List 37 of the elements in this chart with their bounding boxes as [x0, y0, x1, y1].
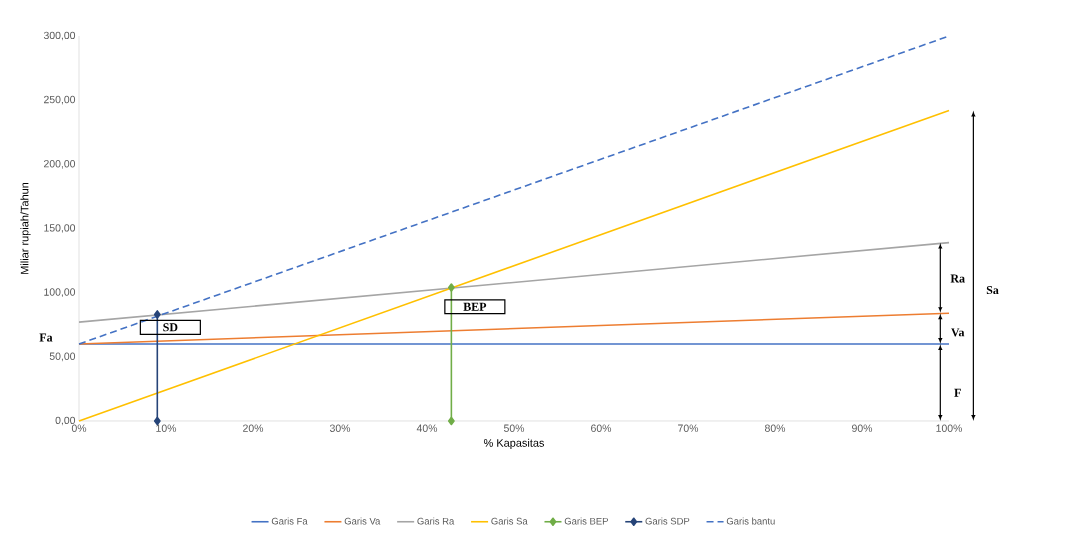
x-tick-label: 50% — [503, 424, 525, 432]
point — [153, 310, 161, 319]
x-tick-label: 60% — [591, 424, 612, 432]
x-tick-label: 70% — [678, 424, 699, 432]
y-tick-label: 50,00 — [49, 352, 76, 362]
x-tick-label: 10% — [156, 424, 177, 432]
text: F — [954, 388, 961, 397]
text: Va — [951, 328, 965, 337]
x-tick-label: 80% — [765, 424, 786, 432]
y-tick-label: 150,00 — [44, 224, 76, 233]
legend-label: Garis SDP — [645, 517, 690, 525]
x-tick-label: 40% — [416, 424, 438, 432]
point — [447, 416, 455, 426]
legend-label: Garis Ra — [417, 517, 455, 525]
legend-label: Garis Sa — [491, 517, 528, 525]
legend-label: Garis BEP — [564, 517, 608, 525]
legend-label: Garis Va — [344, 517, 381, 525]
x-tick-label: 100% — [936, 424, 962, 432]
text: Sa — [986, 286, 999, 295]
annotation: BEP — [463, 302, 487, 311]
y-tick-label: 0,00 — [55, 416, 76, 426]
y-tick-label: 300,00 — [43, 31, 76, 41]
legend-label: Garis Fa — [271, 517, 308, 525]
point — [447, 283, 455, 292]
y-tick-label: 200,00 — [44, 160, 76, 169]
x-axis-title: % Kapasitas — [483, 438, 545, 449]
x-tick-label: 20% — [243, 424, 264, 432]
y-axis-title: Miliar rupiah/Tahun — [20, 182, 31, 274]
text: Fa — [39, 333, 53, 342]
x-tick-label: 30% — [329, 424, 351, 432]
y-tick-label: 100,00 — [44, 288, 76, 297]
text: Ra — [950, 274, 965, 283]
x-tick-label: 0% — [71, 424, 87, 432]
x-tick-label: 90% — [852, 424, 873, 432]
annotation: SD — [163, 323, 178, 332]
legend-label: Garis bantu — [726, 517, 775, 525]
y-tick-label: 250,00 — [44, 95, 76, 105]
